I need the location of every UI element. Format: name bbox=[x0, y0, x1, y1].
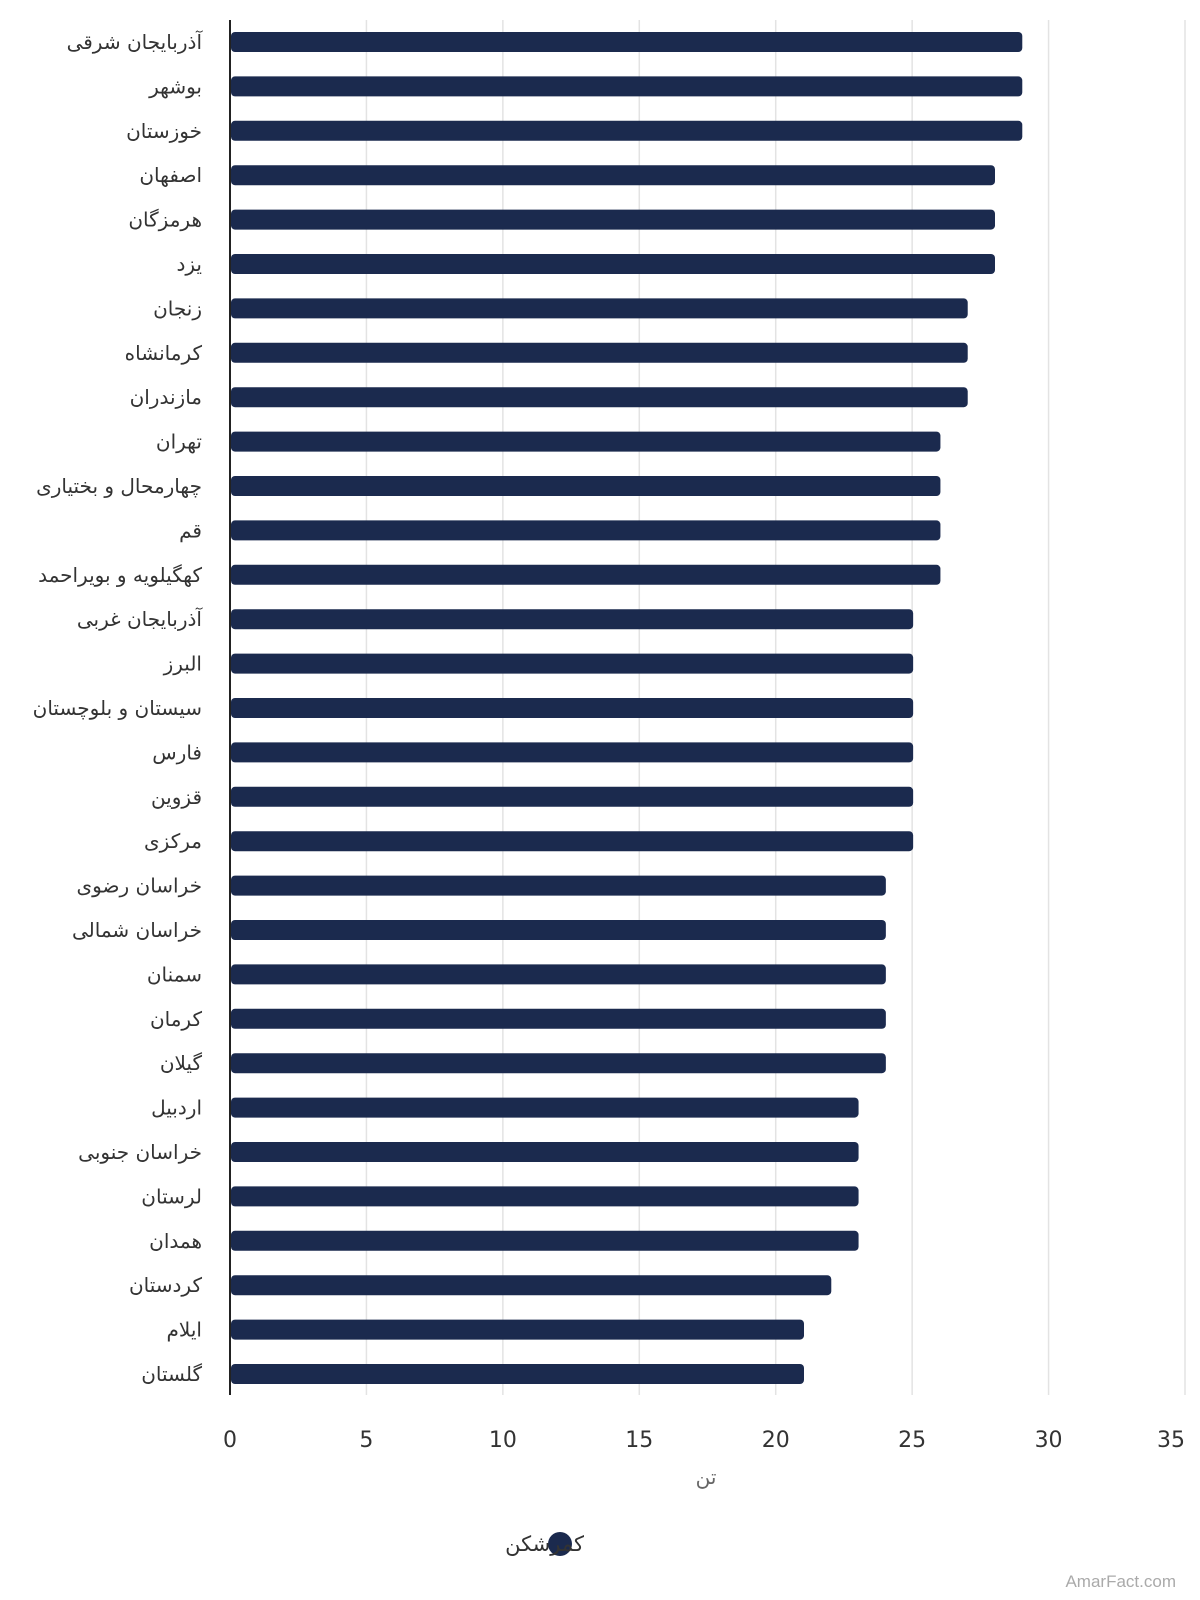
legend[interactable]: کمرشکن bbox=[505, 1532, 584, 1556]
x-tick-label: 5 bbox=[359, 1428, 373, 1453]
bar[interactable] bbox=[231, 1186, 859, 1207]
bar[interactable] bbox=[231, 742, 914, 763]
category-label: گلستان bbox=[141, 1362, 202, 1386]
bar[interactable] bbox=[231, 76, 1023, 97]
x-tick-label: 15 bbox=[625, 1428, 653, 1453]
bar[interactable] bbox=[231, 964, 886, 985]
bar[interactable] bbox=[231, 32, 1023, 52]
legend-marker bbox=[548, 1532, 572, 1556]
bar[interactable] bbox=[231, 653, 914, 674]
bar[interactable] bbox=[231, 342, 968, 363]
category-label: کردستان bbox=[129, 1273, 203, 1297]
category-label: مرکزی bbox=[144, 829, 202, 853]
legend-label: کمرشکن bbox=[505, 1532, 584, 1556]
bar[interactable] bbox=[231, 564, 941, 585]
category-label: اردبیل bbox=[151, 1096, 202, 1120]
bar[interactable] bbox=[231, 609, 914, 630]
category-label: لرستان bbox=[141, 1184, 202, 1208]
category-label: کهگیلویه و بویراحمد bbox=[38, 563, 202, 587]
x-axis-title: تن bbox=[696, 1465, 717, 1489]
bar[interactable] bbox=[231, 1008, 886, 1029]
category-label: یزد bbox=[176, 252, 202, 276]
category-label: بوشهر bbox=[148, 74, 202, 98]
bar[interactable] bbox=[231, 831, 914, 852]
category-labels: آذربایجان شرقی بوشهر خوزستان اصفهان هرمزگان ی… bbox=[33, 29, 204, 1386]
category-label: خراسان شمالی bbox=[72, 918, 202, 942]
x-tick-labels: 0 5 10 15 20 25 30 35 bbox=[223, 1428, 1185, 1453]
bar[interactable] bbox=[231, 431, 941, 452]
category-label: اصفهان bbox=[139, 163, 202, 187]
bar[interactable] bbox=[231, 298, 968, 319]
watermark: AmarFact.com bbox=[1065, 1572, 1176, 1591]
bar[interactable] bbox=[231, 875, 886, 896]
bar[interactable] bbox=[231, 920, 886, 940]
bar[interactable] bbox=[231, 786, 914, 807]
x-tick-label: 10 bbox=[489, 1428, 517, 1453]
x-tick-label: 35 bbox=[1157, 1428, 1185, 1453]
category-label: آذربایجان غربی bbox=[77, 606, 204, 631]
category-label: زنجان bbox=[153, 296, 202, 320]
category-label: خراسان رضوی bbox=[77, 874, 202, 898]
bar[interactable] bbox=[231, 520, 941, 541]
category-label: تهران bbox=[156, 430, 202, 454]
bar[interactable] bbox=[231, 1097, 859, 1118]
category-label: آذربایجان شرقی bbox=[67, 29, 204, 54]
category-label: خوزستان bbox=[126, 119, 202, 143]
category-label: قم bbox=[179, 518, 202, 542]
bar[interactable] bbox=[231, 1319, 804, 1340]
category-label: چهارمحال و بختیاری bbox=[36, 474, 202, 498]
category-label: خراسان جنوبی bbox=[78, 1140, 202, 1164]
bars bbox=[231, 32, 1023, 1384]
bar[interactable] bbox=[231, 165, 995, 186]
x-tick-label: 30 bbox=[1035, 1428, 1063, 1453]
bar[interactable] bbox=[231, 1230, 859, 1251]
category-label: کرمان bbox=[150, 1007, 203, 1031]
bar[interactable] bbox=[231, 387, 968, 408]
bar[interactable] bbox=[231, 209, 995, 230]
category-label: سیستان و بلوچستان bbox=[33, 696, 202, 720]
bar[interactable] bbox=[231, 1364, 804, 1384]
category-label: گیلان bbox=[160, 1051, 203, 1075]
bar[interactable] bbox=[231, 1142, 859, 1162]
category-label: ایلام bbox=[167, 1318, 202, 1342]
category-label: البرز bbox=[163, 652, 202, 676]
category-label: سمنان bbox=[147, 962, 202, 986]
bar[interactable] bbox=[231, 254, 995, 274]
x-tick-label: 20 bbox=[762, 1428, 790, 1453]
category-label: فارس bbox=[152, 740, 202, 764]
x-tick-label: 0 bbox=[223, 1428, 237, 1453]
category-label: قزوین bbox=[151, 785, 202, 809]
bar[interactable] bbox=[231, 476, 941, 496]
bar[interactable] bbox=[231, 1053, 886, 1074]
bar[interactable] bbox=[231, 1275, 832, 1296]
bar[interactable] bbox=[231, 120, 1023, 141]
category-label: هرمزگان bbox=[128, 208, 202, 232]
x-tick-label: 25 bbox=[898, 1428, 926, 1453]
bar[interactable] bbox=[231, 698, 914, 718]
category-label: همدان bbox=[149, 1229, 202, 1253]
category-label: مازندران bbox=[130, 385, 202, 409]
category-label: کرمانشاه bbox=[125, 341, 203, 365]
